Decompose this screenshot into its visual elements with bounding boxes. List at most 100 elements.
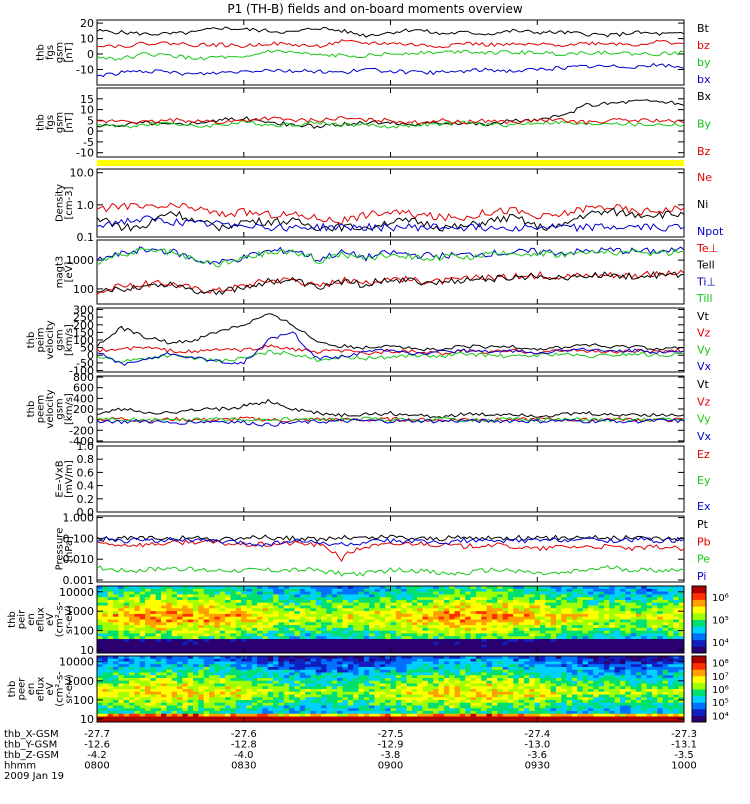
spectrogram-cell <box>609 592 615 595</box>
spectrogram-cell <box>481 592 487 595</box>
spectrogram-cell <box>97 642 103 645</box>
series-line-by <box>97 50 684 60</box>
spectrogram-cell <box>593 642 599 645</box>
spectrogram-cell <box>556 592 562 595</box>
spectrogram-cell <box>396 625 402 628</box>
legend-entry: Ne <box>697 171 712 184</box>
spectrogram-cell <box>177 625 183 628</box>
spectrogram-cell <box>198 625 204 628</box>
spectrogram-cell <box>455 625 461 628</box>
spectrogram-cell <box>460 625 466 628</box>
colorbar-step <box>692 620 706 627</box>
spectrogram-cell <box>198 608 204 611</box>
spectrogram-cell <box>476 642 482 645</box>
spectrogram-cell <box>556 625 562 628</box>
spectrogram-cell <box>545 608 551 611</box>
spectrogram-cell <box>214 625 220 628</box>
spectrogram-cell <box>369 642 375 645</box>
spectrogram-cell <box>471 592 477 595</box>
spectrogram-cell <box>492 608 498 611</box>
spectrogram-cell <box>300 625 306 628</box>
spectrogram-cell <box>625 592 631 595</box>
spectrogram-cell <box>284 592 290 595</box>
spectrogram-cell <box>620 642 626 645</box>
spectrogram-cell <box>385 592 391 595</box>
spectrogram-cell <box>236 592 242 595</box>
spectrogram-cell <box>647 608 653 611</box>
spectrogram-cell <box>583 592 589 595</box>
spectrogram-cell <box>358 608 364 611</box>
spectrogram-cell <box>161 625 167 628</box>
spectrogram-cell <box>118 592 124 595</box>
spectrogram-cell <box>166 642 172 645</box>
spectrogram-cell <box>492 642 498 645</box>
spectrogram-cell <box>497 592 503 595</box>
spectrogram-cell <box>108 608 114 611</box>
spectrogram-cell <box>225 625 231 628</box>
spectrogram-cell <box>230 642 236 645</box>
y-tick-label: 10 <box>80 33 94 46</box>
spectrogram-cell <box>636 642 642 645</box>
legend-entry: Vz <box>697 327 711 340</box>
spectrogram-cell <box>401 642 407 645</box>
panel-frame <box>97 446 684 512</box>
spectrogram-cell <box>353 608 359 611</box>
legend-entry: Till <box>696 292 713 305</box>
spectrogram-cell <box>294 608 300 611</box>
spectrogram-cell <box>305 625 311 628</box>
spectrogram-cell <box>641 608 647 611</box>
y-axis-label: [nT] <box>64 42 75 62</box>
spectrogram-cell <box>241 625 247 628</box>
spectrogram-cell <box>449 592 455 595</box>
spectrogram-cell <box>433 642 439 645</box>
spectrogram-cell <box>407 625 413 628</box>
spectrogram-cell <box>380 625 386 628</box>
spectrogram-cell <box>476 625 482 628</box>
spectrogram-cell <box>241 592 247 595</box>
series-line-Pe <box>97 566 684 576</box>
spectrogram-cell <box>657 625 663 628</box>
spectrogram-cell <box>487 642 493 645</box>
spectrogram-cell <box>567 625 573 628</box>
spectrogram-cell <box>556 608 562 611</box>
spectrogram-cell <box>481 642 487 645</box>
y-tick-label: 1.000 <box>63 512 95 525</box>
spectrogram-cell <box>609 642 615 645</box>
spectrogram-cell <box>396 592 402 595</box>
spectrogram-cell <box>396 608 402 611</box>
spectrogram-cell <box>385 608 391 611</box>
legend-entry: Pe <box>697 553 710 566</box>
spectrogram-cell <box>241 608 247 611</box>
spectrogram-cell <box>348 592 354 595</box>
spectrogram-cell <box>561 642 567 645</box>
spectrogram-cell <box>588 625 594 628</box>
spectrogram-cell <box>113 592 119 595</box>
spectrogram-cell <box>145 592 151 595</box>
spectrogram-cell <box>625 625 631 628</box>
spectrogram-cell <box>401 625 407 628</box>
legend-entry: Vt <box>697 378 710 391</box>
spectrogram-cell <box>156 642 162 645</box>
spectrogram-cell <box>529 608 535 611</box>
y-tick-label: 10.0 <box>70 167 95 180</box>
spectrogram-cell <box>321 592 327 595</box>
spectrogram-cell <box>257 625 263 628</box>
spectrogram-cell <box>124 642 130 645</box>
spectrogram-cell <box>561 625 567 628</box>
spectrogram-cell <box>300 642 306 645</box>
spectrogram-cell <box>476 608 482 611</box>
spectrogram-cell <box>140 642 146 645</box>
spectrogram-cell <box>102 592 108 595</box>
spectrogram-cell <box>252 642 258 645</box>
spectrogram-cell <box>412 642 418 645</box>
spectrogram-cell <box>524 642 530 645</box>
spectrogram-cell <box>535 642 541 645</box>
colorbar-tick-label: 10⁵ <box>712 616 729 627</box>
spectrogram-cell <box>204 592 210 595</box>
spectrogram-cell <box>540 592 546 595</box>
panel-frame <box>97 516 684 582</box>
spectrogram-cell <box>492 592 498 595</box>
y-tick-label: -10 <box>76 64 94 77</box>
spectrogram-cell <box>209 642 215 645</box>
spectrogram-cell <box>156 625 162 628</box>
